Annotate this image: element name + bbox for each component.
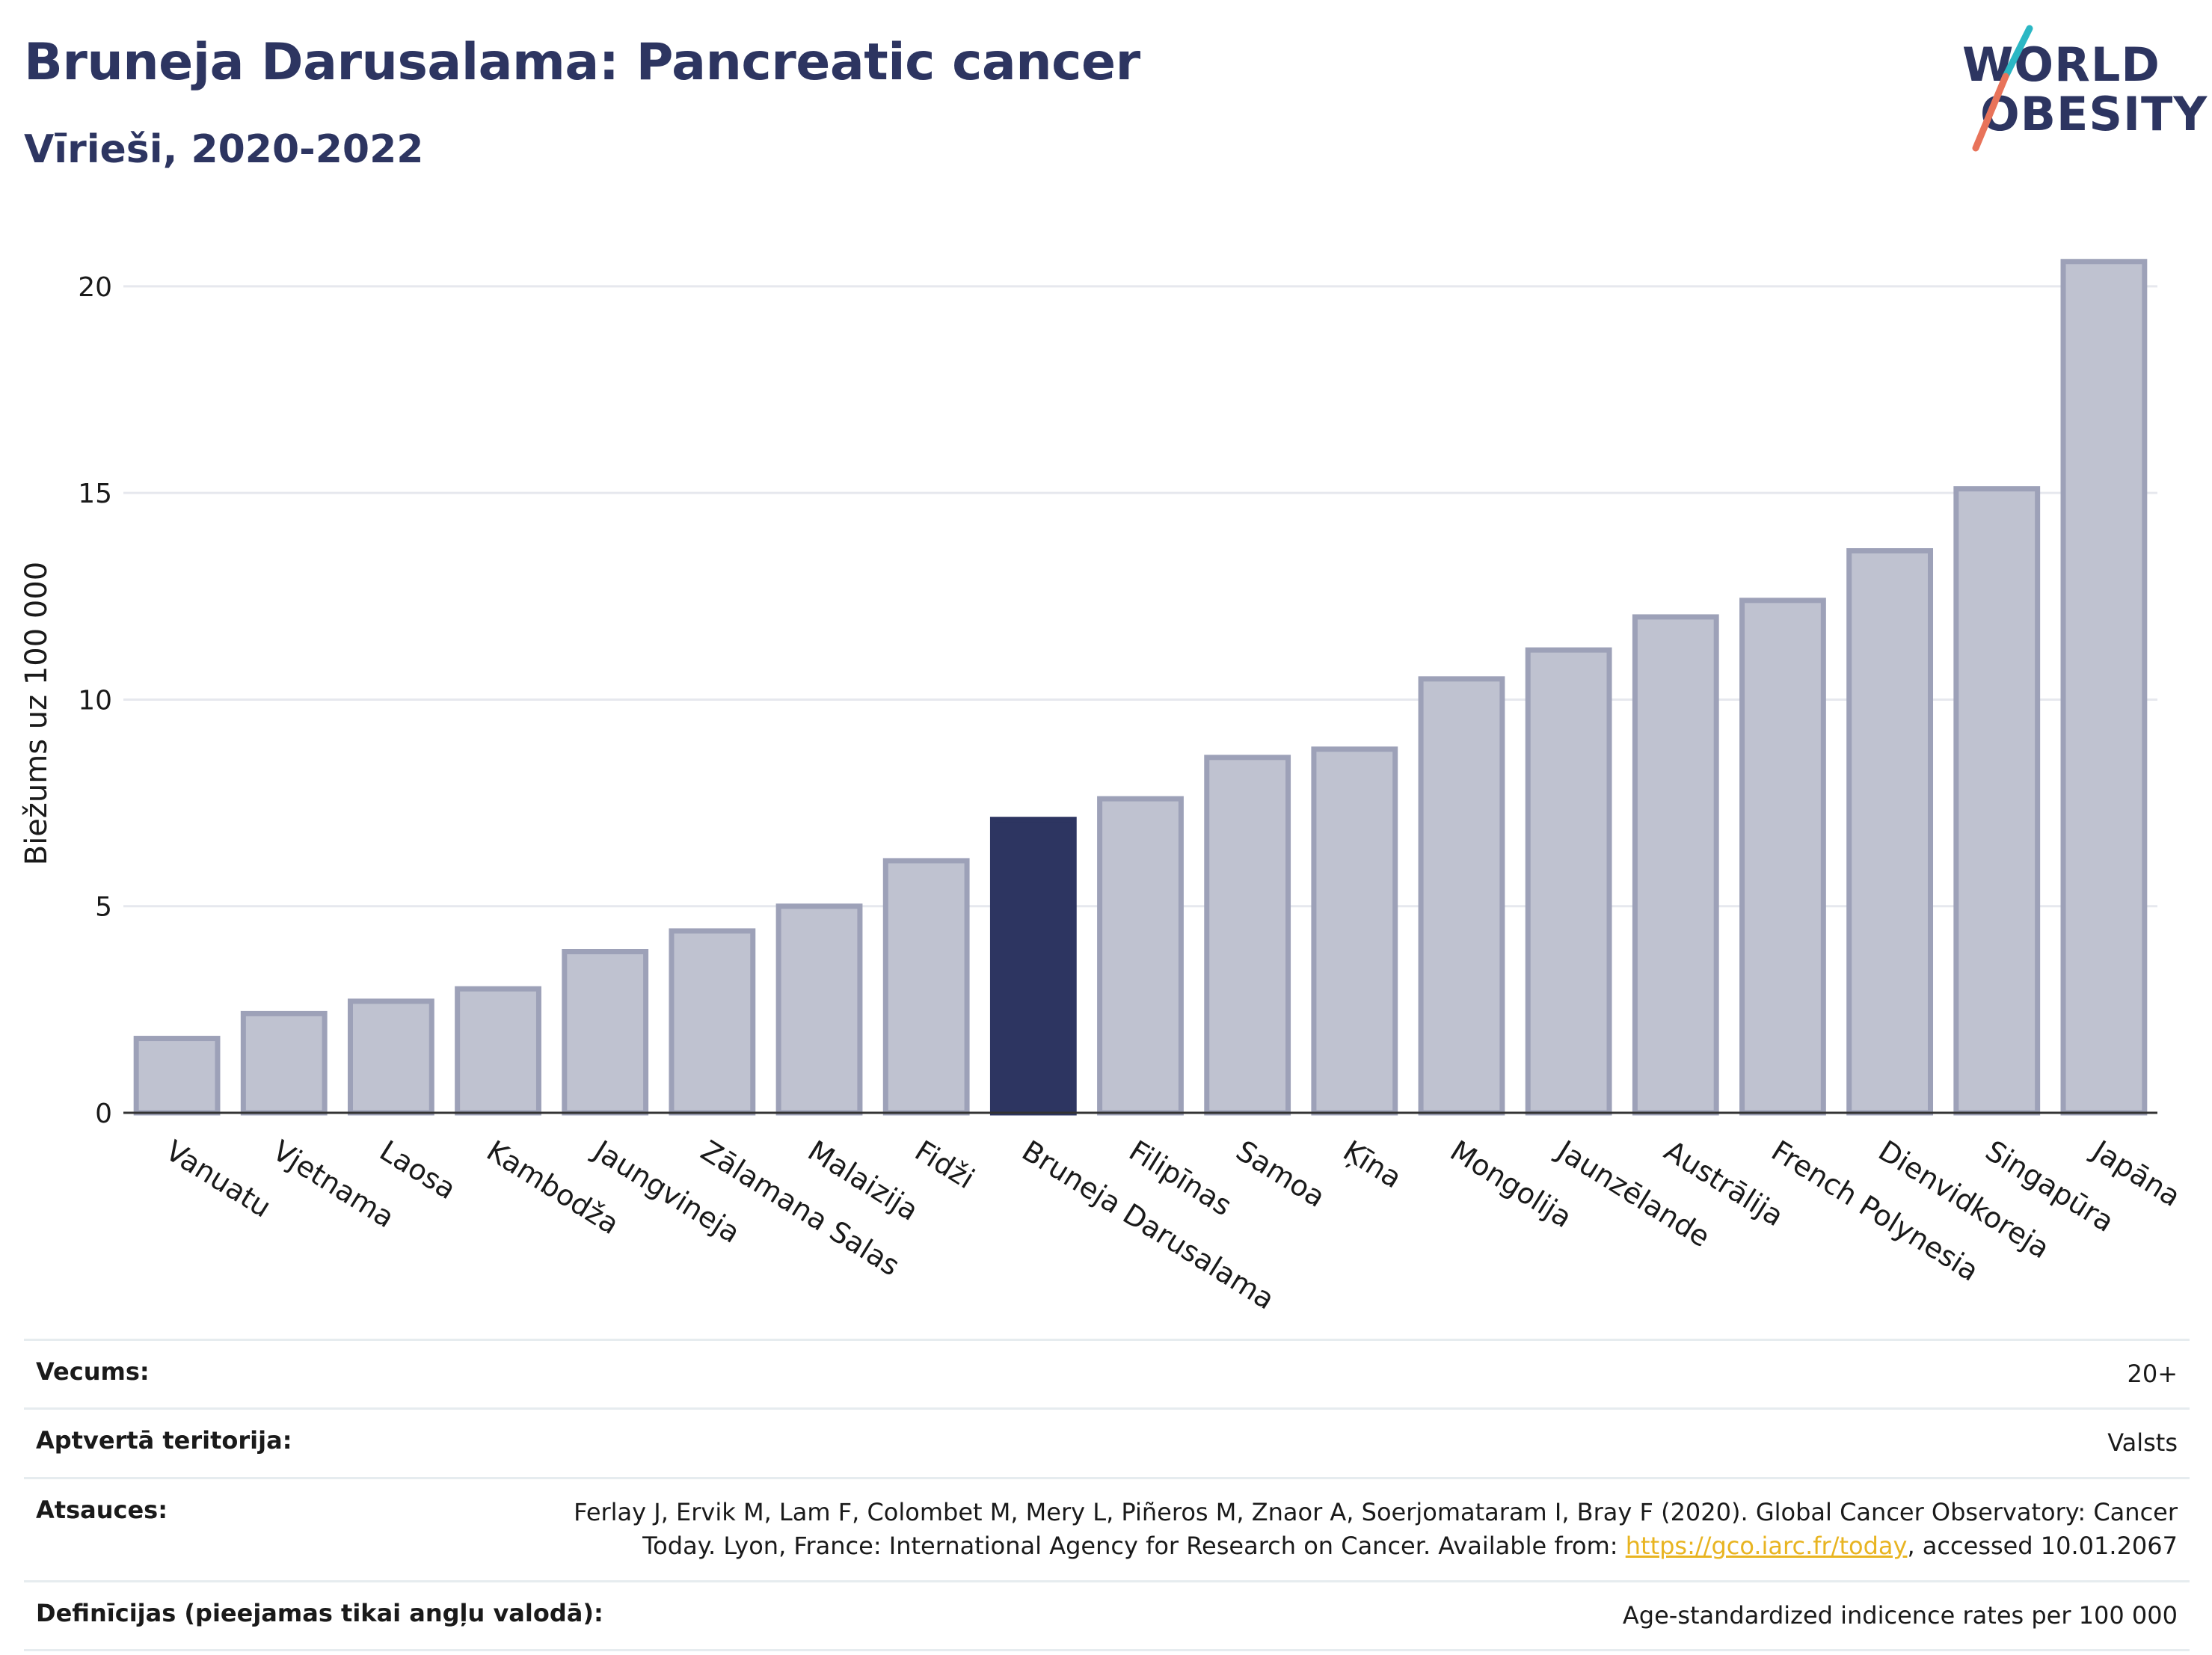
reference-text: Ferlay J, Ervik M, Lam F, Colombet M, Me… xyxy=(574,1497,2178,1561)
bar xyxy=(1739,598,1826,1116)
meta-label: Vecums: xyxy=(36,1357,150,1386)
y-tick-label: 20 xyxy=(78,272,112,303)
x-tick-label: Vjetnama xyxy=(267,1134,400,1234)
chart-title: Bruneja Darusalama: Pancreatic cancer xyxy=(24,33,1140,92)
meta-label: Definīcijas (pieejamas tikai angļu valod… xyxy=(36,1598,603,1627)
bar xyxy=(1204,755,1291,1116)
meta-row-age: Vecums: 20+ xyxy=(24,1339,2190,1407)
x-tick-label: Ķīna xyxy=(1338,1134,1408,1194)
bar xyxy=(1953,486,2041,1116)
y-tick-label: 15 xyxy=(78,479,112,509)
y-axis-ticks: 0 5 10 15 20 xyxy=(78,272,112,1129)
bar xyxy=(455,986,541,1116)
bar xyxy=(133,1036,221,1116)
bar xyxy=(1418,676,1505,1116)
x-tick-label: Mongolija xyxy=(1445,1134,1578,1234)
meta-label: Aptvertā teritorija: xyxy=(36,1426,292,1455)
x-tick-label: Samoa xyxy=(1230,1134,1330,1214)
y-axis-title: Biežums uz 100 000 xyxy=(19,562,54,866)
chart-subtitle: Vīrieši, 2020-2022 xyxy=(24,127,424,172)
bar xyxy=(882,858,970,1116)
reference-link[interactable]: https://gco.iarc.fr/today xyxy=(1625,1532,1908,1561)
meta-value: 20+ xyxy=(2127,1360,2178,1388)
bars xyxy=(133,259,2148,1116)
meta-row-definitions: Definīcijas (pieejamas tikai angļu valod… xyxy=(24,1579,2190,1652)
x-tick-label: Laosa xyxy=(374,1134,461,1206)
meta-row-references: Atsauces: Ferlay J, Ervik M, Lam F, Colo… xyxy=(24,1476,2190,1580)
bar xyxy=(1311,746,1398,1116)
bar xyxy=(1525,647,1612,1116)
x-tick-label: Vanuatu xyxy=(160,1134,277,1223)
meta-label: Atsauces: xyxy=(36,1495,168,1524)
y-tick-label: 10 xyxy=(78,685,112,716)
bar xyxy=(562,949,649,1116)
bar-highlighted xyxy=(989,817,1077,1116)
bar xyxy=(669,928,756,1116)
world-obesity-logo: WORLD OBESITY xyxy=(1959,22,2207,161)
metadata-table: Vecums: 20+ Aptvertā teritorija: Valsts … xyxy=(24,1339,2190,1652)
logo-text-line1: WORLD xyxy=(1962,37,2160,92)
meta-value: Ferlay J, Ervik M, Lam F, Colombet M, Me… xyxy=(570,1496,2178,1564)
y-tick-label: 0 xyxy=(95,1099,112,1129)
bar xyxy=(240,1010,328,1116)
x-tick-label: Zālamana Salas xyxy=(695,1134,906,1282)
logo-slash-icon xyxy=(1972,25,2033,152)
bar xyxy=(347,998,434,1116)
x-tick-label: Fidži xyxy=(909,1134,980,1195)
reference-text-end: , accessed 10.01.2067 xyxy=(1907,1532,2178,1561)
bar xyxy=(1097,796,1184,1116)
bar xyxy=(1632,614,1719,1116)
bar xyxy=(775,903,863,1116)
y-tick-label: 5 xyxy=(95,892,112,923)
bar xyxy=(2060,259,2148,1116)
meta-row-territory: Aptvertā teritorija: Valsts xyxy=(24,1407,2190,1476)
meta-value: Age-standardized indicence rates per 100… xyxy=(1622,1600,2178,1630)
logo-text-line2: OBESITY xyxy=(1980,87,2208,141)
meta-value: Valsts xyxy=(2107,1428,2178,1458)
bar xyxy=(1846,548,1934,1116)
